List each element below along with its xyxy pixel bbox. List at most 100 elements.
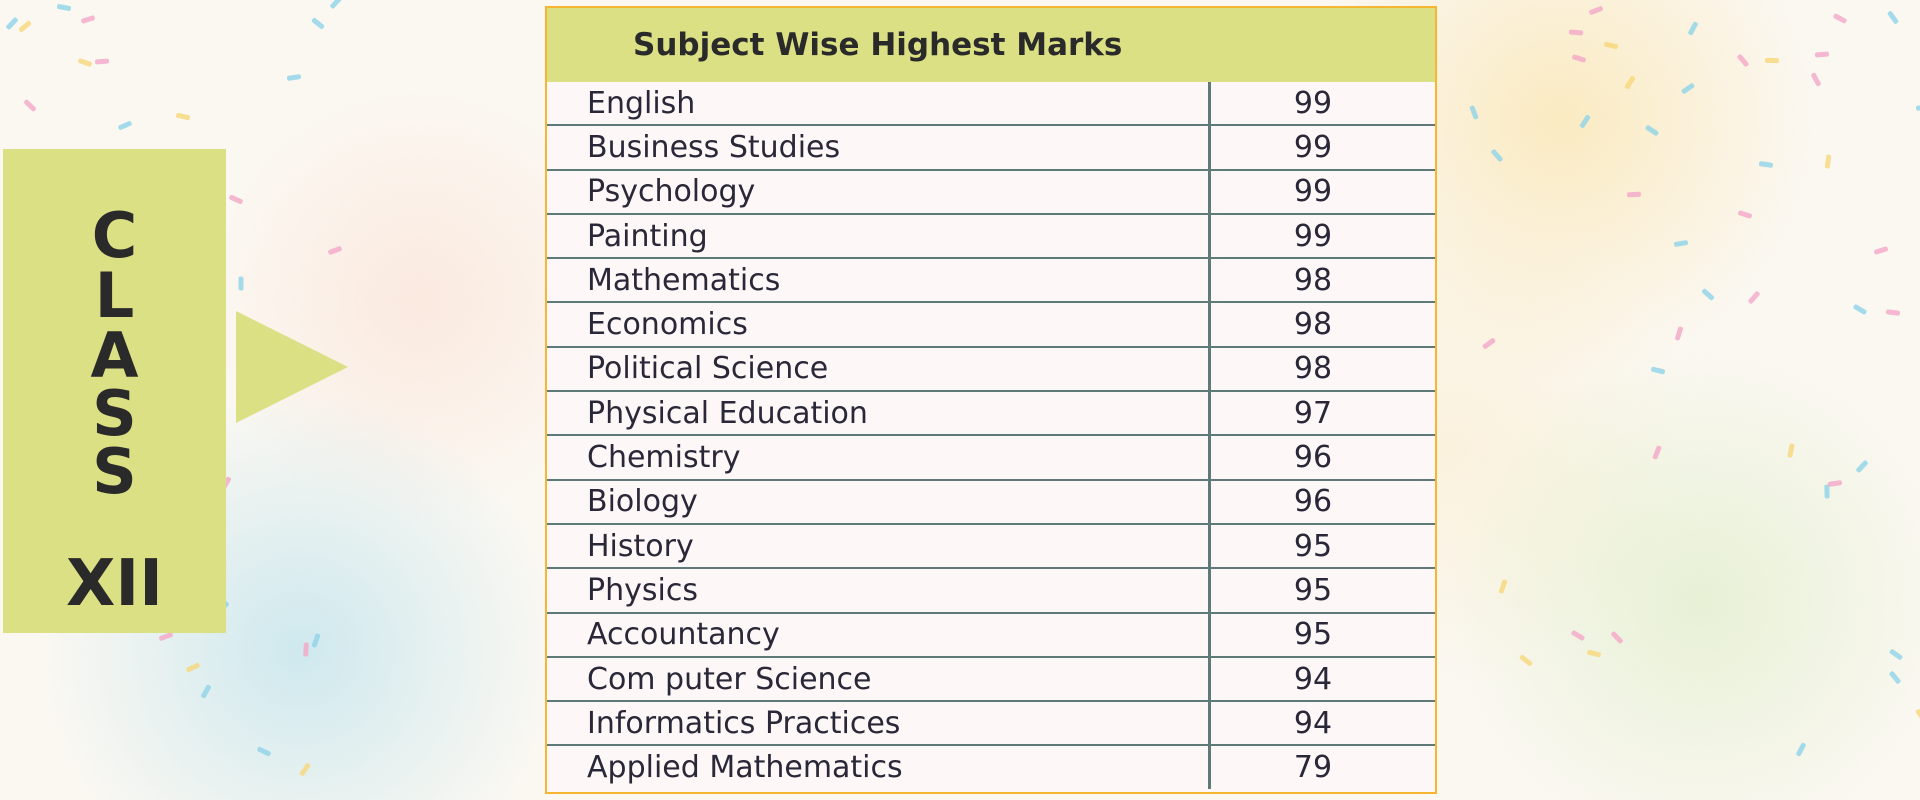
table-row: Physical Education 97 <box>547 390 1435 434</box>
subject-cell: Physics <box>547 569 1211 611</box>
marks-cell: 95 <box>1211 573 1435 608</box>
class-letter: S <box>3 441 226 503</box>
table-title: Subject Wise Highest Marks <box>547 8 1435 82</box>
confetti-piece <box>1889 649 1903 661</box>
marks-cell: 99 <box>1211 174 1435 209</box>
confetti-piece <box>200 685 211 700</box>
class-letter: L <box>3 265 226 327</box>
confetti-piece <box>1589 5 1604 15</box>
confetti-piece <box>23 99 37 112</box>
confetti-piece <box>175 112 190 120</box>
confetti-piece <box>1889 671 1902 685</box>
table-row: Applied Mathematics 79 <box>547 744 1435 788</box>
confetti-piece <box>1787 443 1795 458</box>
marks-cell: 96 <box>1211 484 1435 519</box>
table-row: Political Science 98 <box>547 346 1435 390</box>
confetti-piece <box>5 17 18 31</box>
class-grade: XII <box>3 552 226 616</box>
confetti-piece <box>186 663 201 674</box>
confetti-piece <box>287 74 302 81</box>
subject-cell: Biology <box>547 481 1211 523</box>
subject-cell: Com puter Science <box>547 658 1211 700</box>
confetti-piece <box>1519 654 1533 667</box>
confetti-piece <box>1673 240 1688 247</box>
subject-cell: Mathematics <box>547 259 1211 301</box>
confetti-piece <box>1571 54 1586 63</box>
confetti-piece <box>327 246 342 256</box>
table-row: Economics 98 <box>547 301 1435 345</box>
confetti-piece <box>299 762 311 776</box>
confetti-piece <box>78 58 93 67</box>
confetti-piece <box>1796 742 1807 757</box>
confetti-piece <box>1810 72 1821 87</box>
table-row: Mathematics 98 <box>547 257 1435 301</box>
confetti-piece <box>1675 326 1684 341</box>
subject-cell: Psychology <box>547 171 1211 213</box>
marks-cell: 98 <box>1211 351 1435 386</box>
marks-cell: 98 <box>1211 263 1435 298</box>
class-letter: C <box>3 205 226 267</box>
confetti-piece <box>311 17 325 30</box>
subject-cell: Physical Education <box>547 392 1211 434</box>
confetti-piece <box>1491 149 1504 163</box>
confetti-piece <box>1652 445 1662 460</box>
table-row: English 99 <box>547 82 1435 124</box>
confetti-piece <box>18 20 32 33</box>
marks-cell: 94 <box>1211 662 1435 697</box>
confetti-piece <box>1855 460 1868 474</box>
subject-cell: Accountancy <box>547 614 1211 656</box>
marks-cell: 99 <box>1211 219 1435 254</box>
table-row: Biology 96 <box>547 479 1435 523</box>
confetti-piece <box>1887 11 1899 25</box>
subject-cell: Political Science <box>547 348 1211 390</box>
subject-cell: Business Studies <box>547 126 1211 168</box>
table-row: Business Studies 99 <box>547 124 1435 168</box>
confetti-piece <box>1833 13 1848 24</box>
confetti-piece <box>1604 41 1619 49</box>
subject-cell: History <box>547 525 1211 567</box>
highest-marks-table: Subject Wise Highest Marks English 99 Busi… <box>545 6 1437 794</box>
confetti-piece <box>57 3 72 10</box>
table-row: Com puter Science 94 <box>547 656 1435 700</box>
table-row: Accountancy 95 <box>547 612 1435 656</box>
subject-cell: Painting <box>547 215 1211 257</box>
subject-cell: Applied Mathematics <box>547 746 1211 788</box>
confetti-piece <box>1626 191 1640 197</box>
marks-cell: 99 <box>1211 86 1435 121</box>
subject-cell: English <box>547 82 1211 124</box>
table-row: Chemistry 96 <box>547 434 1435 478</box>
marks-cell: 99 <box>1211 130 1435 165</box>
confetti-piece <box>1737 54 1750 68</box>
confetti-piece <box>1571 630 1586 642</box>
confetti-piece <box>1765 58 1779 63</box>
marks-cell: 98 <box>1211 307 1435 342</box>
confetti-piece <box>1645 125 1659 137</box>
table-row: Physics 95 <box>547 567 1435 611</box>
confetti-piece <box>1852 304 1867 315</box>
confetti-piece <box>1498 579 1507 594</box>
subject-cell: Chemistry <box>547 436 1211 478</box>
confetti-piece <box>228 195 243 205</box>
confetti-piece <box>330 0 343 10</box>
confetti-piece <box>1874 246 1889 255</box>
marks-cell: 95 <box>1211 617 1435 652</box>
confetti-piece <box>118 120 133 130</box>
confetti-piece <box>1738 210 1753 219</box>
confetti-piece <box>1688 21 1699 36</box>
confetti-piece <box>1650 366 1665 374</box>
confetti-piece <box>1916 104 1920 111</box>
marks-cell: 79 <box>1211 750 1435 785</box>
confetti-piece <box>1569 30 1583 36</box>
class-label-panel: C L A S S XII <box>3 149 226 633</box>
confetti-piece <box>1815 51 1829 57</box>
marks-cell: 97 <box>1211 396 1435 431</box>
confetti-piece <box>238 276 243 290</box>
confetti-piece <box>1915 708 1920 722</box>
table-row: History 95 <box>547 523 1435 567</box>
table-row: Painting 99 <box>547 213 1435 257</box>
confetti-piece <box>1587 649 1602 657</box>
table-row: Psychology 99 <box>547 169 1435 213</box>
confetti-piece <box>1610 631 1623 644</box>
table-row: Informatics Practices 94 <box>547 700 1435 744</box>
confetti-piece <box>1758 161 1773 168</box>
